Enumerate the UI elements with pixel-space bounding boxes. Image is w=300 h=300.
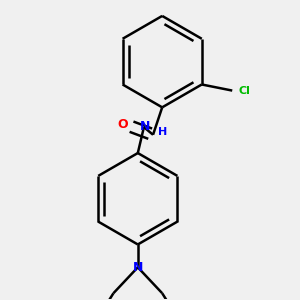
Text: Cl: Cl	[238, 85, 250, 96]
Text: O: O	[117, 118, 128, 130]
Text: N: N	[140, 120, 150, 133]
Text: N: N	[133, 261, 143, 274]
Text: H: H	[158, 127, 167, 137]
